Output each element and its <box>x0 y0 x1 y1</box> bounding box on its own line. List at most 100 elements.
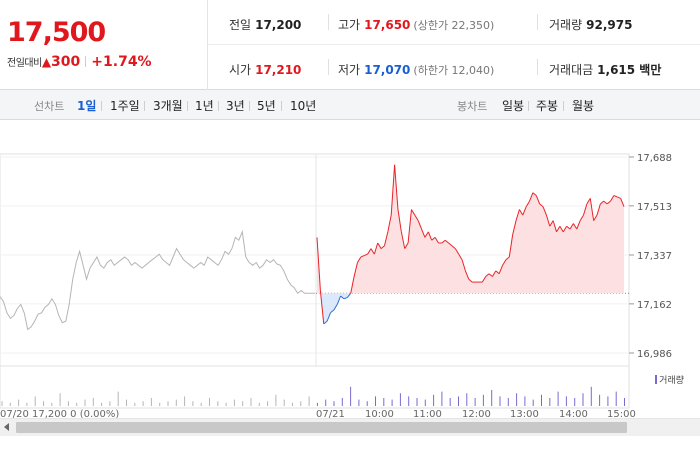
today-line-segment <box>593 214 598 221</box>
today-line-segment <box>387 214 392 232</box>
chart-toolbar: 선차트 1일 1주일 3개월 1년 3년 5년 10년 봉차트 일봉 주봉 월봉 <box>0 90 700 120</box>
today-line-segment <box>569 223 574 230</box>
period-1d[interactable]: 1일 <box>77 99 97 113</box>
turnover-label: 거래대금 <box>549 63 594 77</box>
x-label-15: 15:00 <box>607 409 636 418</box>
today-line-segment <box>343 296 348 300</box>
scrollbar-thumb[interactable] <box>16 422 627 433</box>
today-line-segment <box>485 273 490 277</box>
period-5y[interactable]: 5년 <box>257 99 276 113</box>
today-line-segment <box>495 270 500 275</box>
today-line-segment <box>586 198 591 205</box>
prev-close-value: 17,200 <box>255 18 302 32</box>
today-line-segment <box>518 209 524 216</box>
divider <box>563 101 564 111</box>
candle-daily[interactable]: 일봉 <box>502 99 525 113</box>
today-line-segment <box>576 220 581 230</box>
low-value: 17,070 <box>364 63 411 77</box>
today-line-segment <box>350 276 355 294</box>
price-chart: 17,688 17,513 17,337 17,162 16,986 거래량 <box>0 120 700 450</box>
today-line-segment <box>373 242 379 255</box>
today-line-segment <box>579 214 584 221</box>
period-10y[interactable]: 10년 <box>290 99 317 113</box>
up-triangle-icon: ▲ <box>41 55 52 69</box>
today-line-segment <box>316 237 321 291</box>
today-line-segment <box>542 206 547 216</box>
volume-legend-label: 거래량 <box>659 376 684 386</box>
today-line-segment <box>340 295 345 300</box>
divider <box>144 101 145 111</box>
volume-swatch <box>655 375 658 384</box>
today-line-segment <box>545 214 551 227</box>
today-line-segment <box>330 309 335 314</box>
divider <box>528 101 529 111</box>
line-chart-title: 선차트 <box>34 100 65 113</box>
divider <box>101 101 102 111</box>
turnover-value: 1,615 백만 <box>597 63 662 77</box>
x-axis-labels: 07/20 17,200 0 (0.00%) 07/21 10:00 11:00… <box>0 409 700 418</box>
divider <box>328 59 329 75</box>
today-line-segment <box>448 242 453 247</box>
period-1w[interactable]: 1주일 <box>110 99 140 113</box>
volume-label: 거래량 <box>549 18 583 32</box>
low-label: 저가 <box>338 63 361 77</box>
today-line-segment <box>431 237 436 241</box>
today-line-segment <box>319 290 325 325</box>
price-summary: 17,500 전일대비▲300 +1.74% <box>0 0 208 90</box>
period-3y[interactable]: 3년 <box>226 99 245 113</box>
today-line-segment <box>481 276 487 283</box>
divider <box>187 101 188 111</box>
candle-monthly[interactable]: 월봉 <box>572 99 595 113</box>
today-line-segment <box>390 164 396 216</box>
today-line-segment <box>364 253 368 257</box>
today-line-segment <box>508 234 514 258</box>
today-line-segment <box>589 198 595 221</box>
today-line-segment <box>441 239 446 244</box>
today-line-segment <box>525 200 530 207</box>
candle-weekly[interactable]: 주봉 <box>536 99 559 113</box>
today-line-segment <box>333 304 338 311</box>
today-line-segment <box>417 220 423 230</box>
today-line-segment <box>323 320 328 325</box>
quote-header: 17,500 전일대비▲300 +1.74% 전일 17,200 고가 17,650(… <box>0 0 700 90</box>
period-3m[interactable]: 3개월 <box>153 99 183 113</box>
today-line-segment <box>552 220 558 232</box>
stats-row-2: 시가 17,210 저가 17,070 (하한가 12,040) 거래대금 1,615 … <box>208 45 700 90</box>
today-line-segment <box>427 231 433 241</box>
today-line-segment <box>572 223 578 230</box>
today-line-segment <box>397 209 402 232</box>
change-amount: 300 <box>51 54 81 70</box>
open-label: 시가 <box>229 63 252 77</box>
today-line-segment <box>400 231 406 249</box>
today-line-segment <box>434 237 439 244</box>
lower-limit: (하한가 12,040) <box>413 64 495 77</box>
horizontal-scrollbar[interactable] <box>0 418 700 436</box>
today-line-segment <box>505 256 510 261</box>
high-label: 고가 <box>338 18 361 32</box>
today-line-segment <box>603 200 608 205</box>
x-label-today: 07/21 <box>316 409 345 418</box>
price-chart-svg: 17,688 17,513 17,337 17,162 16,986 <box>0 153 672 409</box>
low-price: 저가 17,070 (하한가 12,040) <box>338 61 494 78</box>
open-value: 17,210 <box>255 63 302 77</box>
today-line-segment <box>346 292 352 298</box>
area-above-base <box>317 164 624 294</box>
today-line-segment <box>566 225 571 230</box>
period-1y[interactable]: 1년 <box>195 99 214 113</box>
today-line-segment <box>451 245 456 249</box>
volume-bars <box>1 386 625 406</box>
today-line-segment <box>326 312 331 322</box>
high-value: 17,650 <box>364 18 411 32</box>
x-label-11: 11:00 <box>413 409 442 418</box>
high-price: 고가 17,650 (상한가 22,350) <box>338 16 494 33</box>
y-tick-label: 17,688 <box>637 153 672 164</box>
today-line-segment <box>529 192 534 202</box>
today-line-segment <box>549 220 554 227</box>
today-line-segment <box>370 248 375 255</box>
scroll-left-icon[interactable] <box>4 423 9 431</box>
today-line-segment <box>421 228 426 238</box>
today-line-segment <box>512 220 517 235</box>
divider <box>249 101 250 111</box>
today-line-segment <box>357 256 362 263</box>
today-line-segment <box>535 195 541 205</box>
